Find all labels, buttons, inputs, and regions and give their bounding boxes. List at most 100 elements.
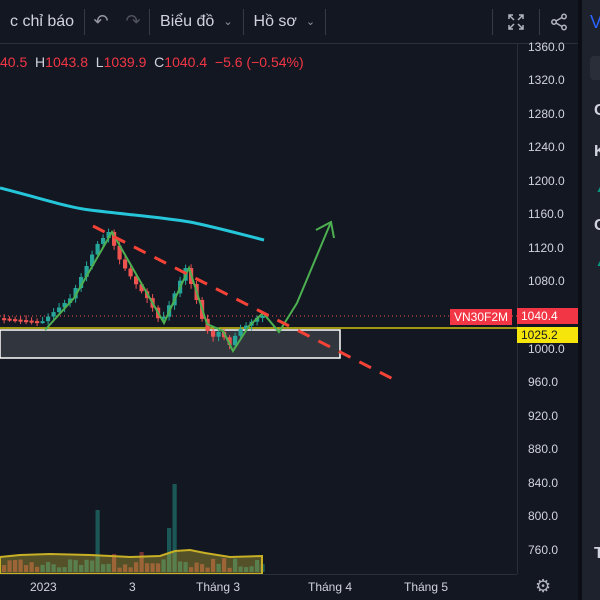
time-tick: Tháng 5 (404, 580, 449, 594)
volume-bar (161, 559, 166, 572)
volume-bar (145, 563, 150, 572)
volume-bar (216, 563, 221, 572)
candle (106, 232, 111, 238)
watchlist-panel: V C K ▲ G ▲ T (578, 0, 600, 600)
toolbar-divider (84, 8, 86, 35)
volume-bar (211, 558, 216, 572)
candle (13, 319, 18, 322)
indicators-button[interactable]: c chỉ báo (0, 0, 84, 44)
candle (68, 298, 73, 303)
volume-bar (46, 562, 51, 572)
volume-bar (189, 567, 194, 572)
candle (117, 245, 122, 260)
candle (211, 331, 216, 337)
last-price-badge: 1040.4 (517, 308, 578, 324)
high-value: 1043.8 (45, 54, 88, 70)
volume-bar (106, 563, 111, 572)
price-tick: 1080.0 (528, 274, 565, 288)
toolbar-divider (492, 9, 493, 35)
volume-bar (7, 560, 12, 572)
volume-bar (238, 566, 243, 572)
candle (29, 320, 34, 323)
volume-bar (68, 559, 73, 572)
volume-bar (233, 558, 238, 572)
low-label: L (95, 54, 104, 70)
level-price-badge: 1025.2 (517, 327, 578, 343)
candle (40, 321, 45, 324)
volume-bar (101, 564, 106, 572)
price-tick: 1120.0 (528, 241, 564, 255)
gear-icon[interactable]: ⚙ (535, 576, 552, 596)
candle (79, 277, 84, 288)
pattern-line (44, 221, 332, 354)
candle (233, 335, 238, 345)
candle (134, 276, 139, 285)
open-value: 40.5 (0, 54, 28, 70)
redo-icon: ↷ (125, 11, 141, 31)
top-toolbar: c chỉ báo ↶ ↷ Biểu đồ ⌄ Hồ sơ ⌄ (0, 0, 578, 44)
candle (227, 337, 232, 345)
volume-bar (18, 559, 23, 572)
toolbar-divider (539, 9, 540, 35)
candle (90, 254, 95, 266)
volume-bar (112, 554, 117, 572)
volume-bar (95, 510, 100, 572)
profile-button[interactable]: Hồ sơ ⌄ (244, 0, 326, 44)
time-tick: Tháng 3 (196, 580, 241, 594)
candle (161, 316, 166, 319)
arrow-up-icon: ▲ (595, 255, 600, 269)
panel-heading: G (594, 217, 600, 235)
volume-bar (200, 564, 205, 572)
price-tick: 840.0 (528, 476, 559, 490)
time-axis[interactable]: 2023 3 Tháng 3 Tháng 4 Tháng 5 (0, 574, 517, 600)
toolbar-divider (325, 8, 327, 35)
close-label: C (154, 54, 165, 70)
price-tick: 1000.0 (528, 342, 565, 356)
high-label: H (35, 54, 46, 70)
volume-bar (244, 567, 249, 572)
profile-label: Hồ sơ (253, 12, 297, 30)
candle (62, 302, 67, 308)
volume-bar (24, 565, 29, 572)
indicators-label: c chỉ báo (10, 12, 75, 30)
fullscreen-icon[interactable] (493, 0, 539, 44)
price-tick: 1240.0 (528, 140, 565, 154)
price-tick: 1160.0 (528, 207, 564, 221)
candle (216, 331, 221, 337)
close-value: 1040.4 (164, 54, 208, 70)
volume-bar (134, 562, 139, 572)
volume-bar (205, 567, 210, 572)
candle (139, 284, 144, 292)
time-tick: 3 (129, 580, 136, 594)
volume-bar (13, 559, 18, 572)
volume-bar (156, 563, 161, 572)
symbol-badge: VN30F2M (450, 309, 513, 325)
price-tick: 960.0 (528, 375, 559, 389)
volume-bar (194, 562, 199, 572)
volume-bar (178, 561, 183, 572)
panel-button[interactable] (590, 56, 600, 80)
volume-moving-average (0, 548, 263, 574)
arrow-up-icon: ▲ (595, 181, 600, 195)
share-icon[interactable] (540, 0, 578, 44)
undo-icon[interactable]: ↶ (93, 11, 109, 31)
candle (18, 319, 23, 322)
candle (2, 318, 7, 321)
chart-canvas[interactable] (0, 44, 517, 574)
ohlc-legend: 40.5 H1043.8 L1039.9 C1040.4 −5.6 (−0.54… (0, 54, 304, 70)
chevron-down-icon: ⌄ (305, 16, 316, 28)
candle (46, 316, 51, 322)
volume-bar (84, 559, 89, 572)
support-zone (0, 329, 341, 359)
change-value: −5.6 (−0.54%) (214, 54, 304, 70)
volume-bar (139, 552, 144, 572)
time-tick: Tháng 4 (308, 580, 353, 594)
descending-trend-line (92, 224, 396, 382)
price-tick: 1280.0 (528, 107, 565, 121)
chart-type-button[interactable]: Biểu đồ ⌄ (150, 0, 242, 44)
candle (7, 318, 12, 321)
toolbar-divider (242, 8, 244, 35)
volume-bar (29, 562, 34, 572)
volume-bar (227, 567, 232, 572)
volume-bar (123, 564, 128, 572)
